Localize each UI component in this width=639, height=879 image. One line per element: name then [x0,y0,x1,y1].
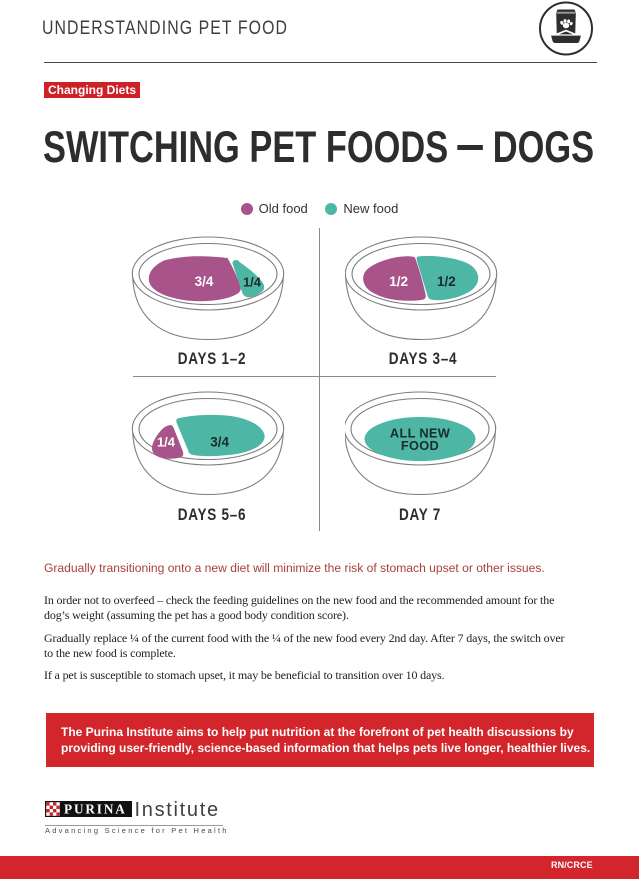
svg-text:1/4: 1/4 [243,274,262,289]
svg-text:3/4: 3/4 [210,435,229,450]
svg-text:FOOD: FOOD [401,438,439,453]
svg-text:1/2: 1/2 [437,274,456,289]
svg-text:1/4: 1/4 [157,435,176,450]
svg-text:PURINA: PURINA [64,802,127,817]
svg-text:ALL NEW: ALL NEW [390,426,451,441]
svg-text:1/2: 1/2 [389,274,408,289]
svg-text:3/4: 3/4 [195,274,214,289]
